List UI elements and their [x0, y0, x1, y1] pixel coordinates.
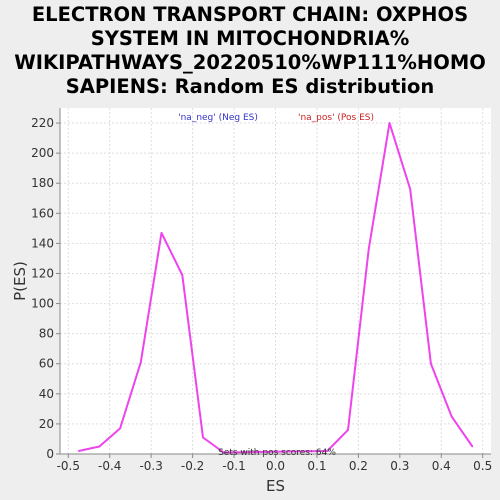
data-point	[77, 450, 80, 452]
data-point	[119, 427, 121, 430]
es-distribution-line	[78, 122, 474, 454]
data-point	[326, 450, 329, 452]
data-point	[430, 362, 432, 365]
x-tick-label: -0.5	[57, 459, 80, 473]
data-point	[160, 232, 163, 234]
grid-lines	[60, 108, 491, 455]
y-tick-label: 40	[39, 387, 54, 401]
chart-title-line-3: WIKIPATHWAYS_20220510%WP111%HOMO	[14, 51, 486, 74]
x-tick-label: -0.2	[181, 459, 204, 473]
y-tick-label: 140	[31, 236, 54, 250]
y-tick-label: 200	[31, 146, 54, 160]
data-point	[98, 445, 101, 448]
x-tick-label: 0.1	[307, 459, 326, 473]
x-tick-label: -0.3	[139, 459, 162, 473]
data-point	[222, 451, 225, 454]
tick-labels: -0.5 -0.4 -0.3 -0.2 -0.1 0.0 0.1 0.2 0.3 0.4 0.5 0 2…	[31, 116, 492, 473]
x-tick-label: 0.2	[349, 459, 368, 473]
series-group	[77, 122, 474, 454]
chart-title-line-2: SYSTEM IN MITOCHONDRIA%	[90, 27, 410, 50]
data-point	[471, 445, 474, 448]
y-tick-label: 0	[46, 447, 54, 461]
data-point	[202, 436, 204, 439]
data-point	[347, 429, 349, 431]
chart-title-line-4: SAPIENS: Random ES distribution	[65, 75, 435, 98]
y-axis-label: P(ES)	[11, 261, 29, 301]
x-tick-label: 0.5	[473, 459, 492, 473]
y-tick-label: 180	[31, 176, 54, 190]
data-point	[409, 188, 411, 191]
data-point	[388, 122, 391, 124]
legend-pos-label: 'na_pos' (Pos ES)	[298, 113, 374, 123]
y-tick-label: 20	[39, 417, 54, 431]
x-axis-label: ES	[266, 477, 285, 495]
axes	[56, 108, 491, 458]
data-point	[367, 248, 370, 251]
y-tick-label: 160	[31, 206, 54, 220]
x-tick-label: -0.1	[222, 459, 245, 473]
chart-title: ELECTRON TRANSPORT CHAIN: OXPHOS SYSTEM …	[0, 3, 500, 99]
x-tick-label: 0.0	[266, 459, 285, 473]
y-tick-label: 120	[31, 266, 54, 280]
chart-title-line-1: ELECTRON TRANSPORT CHAIN: OXPHOS	[31, 3, 469, 26]
y-tick-label: 100	[31, 297, 54, 311]
y-tick-label: 220	[31, 116, 54, 130]
legend-neg-label: 'na_neg' (Neg ES)	[178, 113, 258, 123]
data-point	[140, 361, 142, 364]
data-point	[181, 274, 184, 276]
x-tick-label: -0.4	[98, 459, 121, 473]
y-tick-label: 60	[39, 357, 54, 371]
pos-scores-annotation: Sets with pos scores: 64%	[218, 448, 336, 458]
y-tick-label: 80	[39, 327, 54, 341]
x-tick-label: 0.4	[432, 459, 451, 473]
x-tick-label: 0.3	[390, 459, 409, 473]
data-point	[450, 415, 453, 418]
